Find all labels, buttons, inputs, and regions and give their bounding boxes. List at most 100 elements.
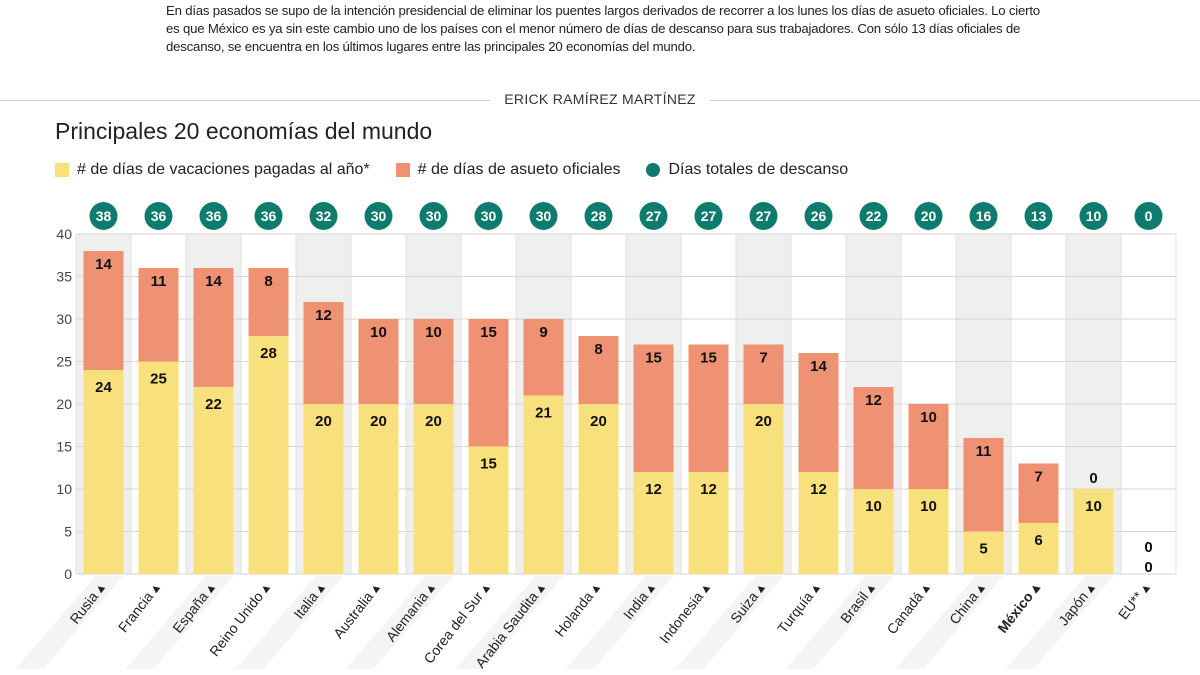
data-label-asueto: 11 <box>976 443 992 460</box>
data-label-vacaciones: 12 <box>645 481 662 498</box>
label-shade <box>345 576 454 669</box>
label-shade <box>1005 576 1114 669</box>
bar-vacaciones <box>578 404 619 574</box>
data-label-asueto: 15 <box>480 324 497 341</box>
bar-vacaciones <box>798 472 839 574</box>
total-label: 27 <box>701 208 717 224</box>
data-label-asueto: 8 <box>594 341 602 358</box>
total-label: 30 <box>371 208 387 224</box>
bar-vacaciones <box>193 387 234 574</box>
y-tick-label: 30 <box>56 311 72 327</box>
total-badge <box>254 202 283 230</box>
bar-vacaciones <box>633 472 674 574</box>
total-badge <box>694 202 723 230</box>
x-tick-label: Francia ▴ <box>115 580 163 635</box>
data-label-vacaciones: 6 <box>1034 532 1042 549</box>
data-label-vacaciones: 28 <box>260 345 277 362</box>
legend-swatch <box>55 163 69 177</box>
bar-asueto <box>578 336 619 404</box>
total-label: 10 <box>1086 208 1102 224</box>
label-shade <box>895 576 1004 669</box>
column-shade <box>626 234 681 574</box>
legend-swatch <box>395 163 410 177</box>
total-badge <box>364 202 393 230</box>
data-label-asueto: 14 <box>810 358 827 375</box>
total-badge <box>89 202 118 230</box>
legend-item-vacaciones: # de días de vacaciones pagadas al año* <box>55 161 370 179</box>
y-tick-label: 35 <box>56 269 72 285</box>
data-label-vacaciones: 12 <box>700 481 717 498</box>
data-label-vacaciones: 20 <box>370 413 387 430</box>
data-label-vacaciones: 20 <box>755 413 772 430</box>
x-tick-label: Japón ▴ <box>1055 580 1098 629</box>
legend-item-total: Días totales de descanso <box>646 161 848 179</box>
bar-asueto <box>523 319 564 396</box>
bar-asueto <box>83 251 124 370</box>
bar-vacaciones <box>908 489 949 574</box>
total-label: 22 <box>866 208 882 224</box>
bar-asueto <box>468 319 509 447</box>
total-badge <box>1134 202 1163 230</box>
y-tick-label: 5 <box>64 524 72 540</box>
data-label-vacaciones: 10 <box>1085 498 1102 515</box>
data-label-vacaciones: 5 <box>979 541 987 558</box>
bar-vacaciones <box>523 395 564 574</box>
total-badge <box>474 202 503 230</box>
divider <box>0 100 490 101</box>
total-label: 0 <box>1145 208 1153 224</box>
data-label-vacaciones: 24 <box>95 379 112 396</box>
x-tick-label: Brasil ▴ <box>837 580 878 626</box>
data-label-asueto: 7 <box>759 350 767 367</box>
data-label-asueto: 8 <box>264 273 272 290</box>
total-label: 32 <box>316 208 332 224</box>
total-badge <box>969 202 998 230</box>
y-tick-label: 25 <box>56 354 72 370</box>
total-label: 30 <box>536 208 552 224</box>
chart-title: Principales 20 economías del mundo <box>55 118 433 144</box>
total-label: 38 <box>96 208 112 224</box>
x-tick-label: Reino Unido ▴ <box>206 580 273 659</box>
column-shade <box>516 234 571 574</box>
total-label: 36 <box>151 208 167 224</box>
label-shade <box>785 576 894 669</box>
total-label: 36 <box>206 208 222 224</box>
bar-asueto <box>303 302 344 404</box>
label-shade <box>15 576 124 669</box>
total-label: 13 <box>1031 208 1047 224</box>
bar-asueto <box>193 268 234 387</box>
data-label-vacaciones: 21 <box>535 405 552 422</box>
column-shade <box>406 234 461 574</box>
x-tick-label: Corea del Sur ▴ <box>420 580 493 667</box>
legend-label: # de días de asueto oficiales <box>417 161 621 178</box>
data-label-vacaciones: 10 <box>865 498 882 515</box>
column-shade <box>186 234 241 574</box>
bar-asueto <box>138 268 179 362</box>
intro-paragraph: En días pasados se supo de la intención … <box>166 3 1040 54</box>
bar-vacaciones <box>853 489 894 574</box>
total-label: 27 <box>646 208 662 224</box>
total-badge <box>1079 202 1108 230</box>
x-tick-label: Holanda ▴ <box>551 580 602 640</box>
total-badge <box>419 202 448 230</box>
bar-vacaciones <box>743 404 784 574</box>
byline-row: ERICK RAMÍREZ MARTÍNEZ <box>0 90 1200 110</box>
x-tick-label: China ▴ <box>946 580 988 627</box>
data-label-vacaciones: 10 <box>920 498 937 515</box>
data-label-vacaciones: 20 <box>315 413 332 430</box>
x-tick-label: Rusia ▴ <box>66 580 107 627</box>
x-tick-label: Italia ▴ <box>290 580 328 622</box>
total-label: 27 <box>756 208 772 224</box>
total-label: 20 <box>921 208 937 224</box>
bar-vacaciones <box>138 361 179 574</box>
x-tick-label: Arabia Saudita ▴ <box>472 580 548 671</box>
label-shade <box>235 576 344 669</box>
bar-asueto <box>688 344 729 472</box>
bar-asueto <box>798 353 839 472</box>
x-tick-label: Turquía ▴ <box>774 580 823 636</box>
data-label-asueto: 15 <box>700 350 717 367</box>
total-label: 16 <box>976 208 992 224</box>
data-label-asueto: 14 <box>95 256 112 273</box>
bar-asueto <box>853 387 894 489</box>
data-label-asueto: 14 <box>205 273 222 290</box>
data-label-asueto: 10 <box>425 324 442 341</box>
